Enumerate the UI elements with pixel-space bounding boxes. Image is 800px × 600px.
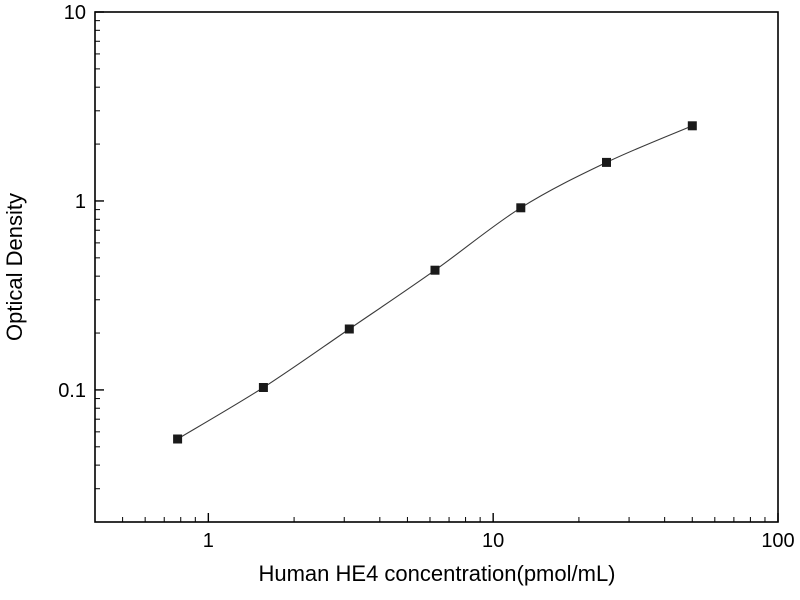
y-tick-label: 0.1 bbox=[58, 380, 86, 402]
data-point bbox=[687, 121, 697, 131]
axis-box bbox=[94, 11, 779, 523]
y-axis-title: Optical Density bbox=[2, 193, 27, 341]
data-point bbox=[602, 157, 611, 167]
x-tick-label: 10 bbox=[482, 530, 504, 552]
data-point bbox=[258, 383, 268, 392]
data-point bbox=[516, 203, 526, 213]
x-tick-label: 1 bbox=[203, 530, 214, 552]
x-axis-title: Human HE4 concentration(pmol/mL) bbox=[258, 561, 615, 586]
data-point bbox=[430, 265, 440, 275]
plot-area: 1 10 100 0.1 1 10 bbox=[58, 2, 795, 552]
fit-curve bbox=[177, 125, 693, 440]
y-tick-label: 1 bbox=[75, 191, 86, 213]
x-tick-label: 100 bbox=[761, 530, 794, 552]
y-tick-label: 10 bbox=[64, 2, 86, 24]
data-point bbox=[344, 324, 354, 334]
data-point bbox=[173, 434, 183, 444]
